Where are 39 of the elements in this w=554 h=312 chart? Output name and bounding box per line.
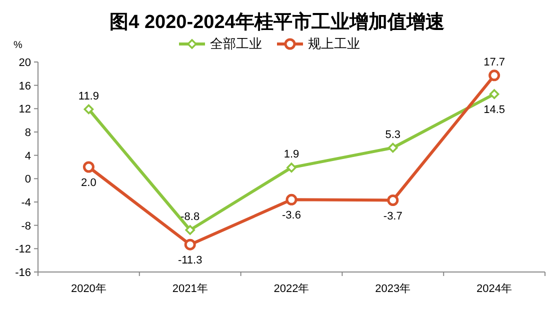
x-tick-label: 2021年 [172,283,208,295]
legend-label: 规上工业 [308,36,360,51]
y-tick-label: -4 [21,197,31,209]
y-tick-label: -12 [15,244,31,256]
y-tick-label: -16 [15,267,31,279]
point [388,142,398,153]
y-tick-label: -8 [21,220,31,232]
data-label: 2.0 [81,177,96,189]
point [82,161,94,173]
point [184,238,196,250]
data-label: 1.9 [284,148,300,161]
x-tick-label: 2022年 [274,283,310,295]
point [84,104,94,114]
point [286,194,298,206]
chart-title: 图4 2020-2024年桂平市工业增加值增速 [110,11,444,33]
y-axis-title: % [14,40,23,51]
data-label: 11.9 [78,90,99,102]
data-label: -11.3 [178,254,202,267]
x-tick-label: 2020年 [70,283,106,295]
y-tick-label: 16 [18,80,31,92]
data-label: 14.5 [484,104,506,116]
data-label: -3.6 [282,210,301,222]
data-label: 17.7 [484,56,506,68]
data-label: -8.8 [180,211,200,223]
y-tick-label: 4 [24,150,31,162]
point [387,194,399,206]
data-label: -3.7 [383,210,402,222]
x-tick-label: 2024年 [476,283,512,295]
point [488,70,500,82]
point [286,162,296,172]
y-tick-label: 0 [24,174,31,186]
point [489,89,500,99]
legend-label: 全部工业 [210,36,262,51]
point [185,225,195,235]
x-tick-label: 2023年 [375,283,411,295]
y-tick-label: 20 [18,57,31,69]
data-label: 5.3 [385,128,401,141]
y-tick-label: 8 [24,127,31,139]
y-tick-label: 12 [18,104,31,116]
